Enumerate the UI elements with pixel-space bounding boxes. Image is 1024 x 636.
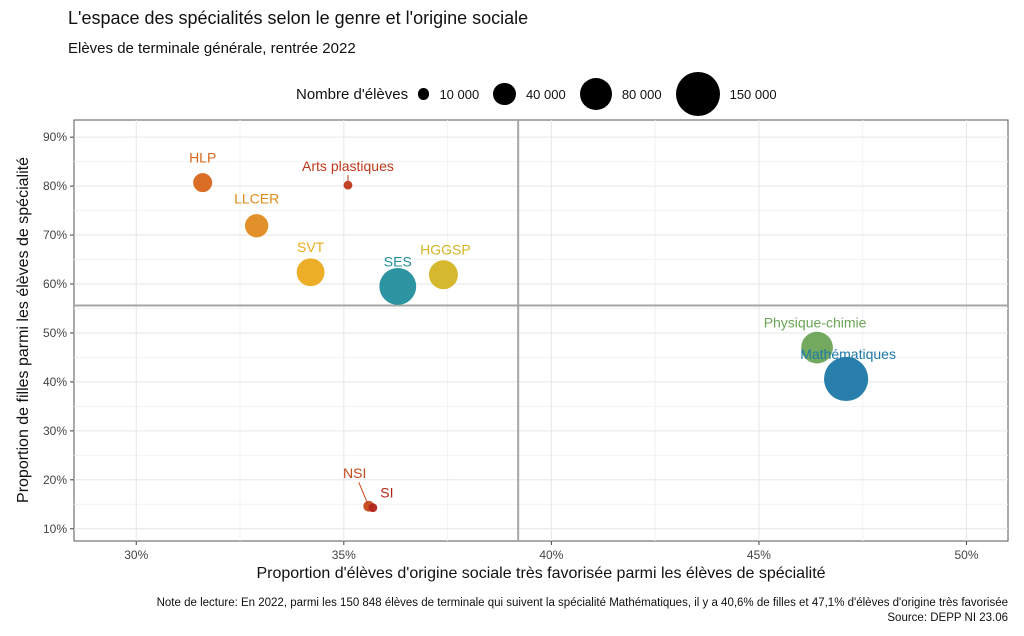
- note-text: Note de lecture: En 2022, parmi les 150 …: [156, 597, 1008, 609]
- point-label-mathematiques: Mathématiques: [800, 346, 896, 362]
- legend-dot: [579, 77, 612, 111]
- y-tick-label: 80%: [43, 179, 67, 193]
- legend-items: 10 000 40 000 80 000 150 000: [418, 72, 791, 116]
- y-tick-label: 30%: [43, 424, 67, 438]
- legend-label: 40 000: [525, 86, 566, 102]
- point-label-hggsp: HGGSP: [420, 242, 471, 258]
- legend-item: 80 000: [579, 77, 662, 111]
- y-tick-label: 40%: [43, 375, 67, 389]
- y-tick-label: 50%: [43, 326, 67, 340]
- point-ses: [379, 268, 417, 305]
- x-tick-label: 35%: [332, 548, 356, 562]
- point-hlp: [193, 173, 213, 193]
- point-label-physique-chimie: Physique-chimie: [764, 315, 867, 331]
- y-tick-label: 60%: [43, 277, 67, 291]
- chart-title: L'espace des spécialités selon le genre …: [68, 8, 529, 28]
- point-label-llcer: LLCER: [234, 191, 279, 207]
- point-label-arts-plastiques: Arts plastiques: [302, 158, 394, 174]
- legend-label: 150 000: [729, 86, 777, 102]
- point-label-nsi: NSI: [343, 465, 366, 481]
- source-text: Source: DEPP NI 23.06: [887, 612, 1008, 624]
- legend-dot: [418, 88, 430, 100]
- point-label-hlp: HLP: [189, 150, 216, 166]
- point-hggsp: [428, 260, 458, 290]
- label-leader-nsi: [358, 482, 370, 507]
- y-tick-label: 20%: [43, 473, 67, 487]
- point-svt: [296, 258, 325, 287]
- point-si: [368, 503, 378, 513]
- legend-item: 40 000: [493, 82, 566, 106]
- y-tick-label: 90%: [43, 130, 67, 144]
- chart-subtitle: Elèves de terminale générale, rentrée 20…: [68, 40, 356, 57]
- y-tick-label: 70%: [43, 228, 67, 242]
- point-label-ses: SES: [384, 253, 412, 269]
- size-legend: Nombre d'élèves 10 000 40 000 80 000 150 00…: [296, 72, 791, 116]
- legend-label: 80 000: [621, 86, 662, 102]
- x-tick-label: 50%: [954, 548, 978, 562]
- plot-panel: [73, 119, 1009, 542]
- legend-label: 10 000: [439, 86, 480, 102]
- point-llcer: [245, 214, 269, 238]
- legend-title: Nombre d'élèves: [296, 85, 409, 103]
- x-axis-label: Proportion d'élèves d'origine sociale tr…: [256, 565, 826, 582]
- legend-dot: [493, 82, 516, 106]
- legend-item: 150 000: [675, 72, 777, 116]
- x-tick-label: 40%: [539, 548, 563, 562]
- y-tick-label: 10%: [43, 522, 67, 536]
- point-label-svt: SVT: [297, 239, 325, 255]
- legend-item: 10 000: [418, 87, 479, 102]
- point-label-si: SI: [380, 485, 393, 501]
- legend-dot: [675, 72, 720, 116]
- point-mathematiques: [824, 356, 869, 402]
- reading-note: Note de lecture: En 2022, parmi les 150 …: [157, 596, 1008, 626]
- point-physique-chimie: [801, 331, 833, 364]
- y-axis-label: Proportion de filles parmi les élèves de…: [15, 157, 32, 503]
- point-arts-plastiques: [343, 180, 353, 190]
- x-tick-label: 30%: [124, 548, 148, 562]
- x-tick-label: 45%: [747, 548, 771, 562]
